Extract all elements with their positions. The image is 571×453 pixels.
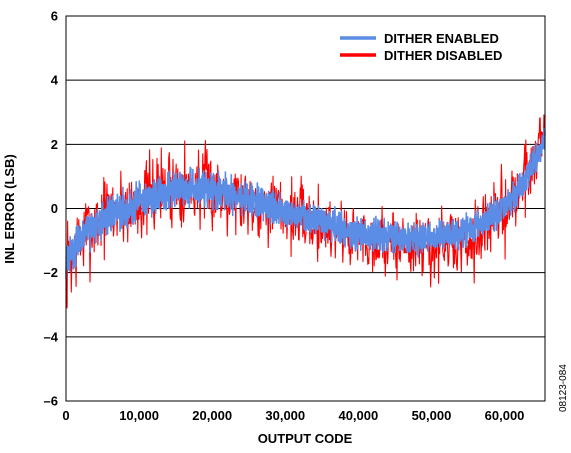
plot-series bbox=[65, 114, 546, 309]
y-tick-label: 6 bbox=[51, 9, 58, 24]
x-tick-label: 50,000 bbox=[412, 408, 452, 423]
y-tick-label: –4 bbox=[44, 329, 59, 344]
x-tick-label: 60,000 bbox=[485, 408, 525, 423]
y-axis-title: INL ERROR (LSB) bbox=[2, 154, 17, 264]
y-tick-label: –6 bbox=[44, 394, 58, 409]
y-tick-label: –2 bbox=[44, 265, 58, 280]
y-tick-labels: –6 –4 –2 0 2 4 6 bbox=[44, 9, 59, 409]
x-tick-label: 40,000 bbox=[338, 408, 378, 423]
series-line-dither-enabled bbox=[65, 127, 546, 279]
x-tick-labels: 0 10,000 20,000 30,000 40,000 50,000 60,000 bbox=[62, 408, 524, 423]
x-tick-label: 10,000 bbox=[119, 408, 159, 423]
x-tick-label: 0 bbox=[62, 408, 69, 423]
x-axis-title: OUTPUT CODE bbox=[258, 431, 353, 446]
y-tick-label: 2 bbox=[51, 137, 58, 152]
x-tick-label: 20,000 bbox=[192, 408, 232, 423]
figure-id: 08123-084 bbox=[558, 364, 569, 412]
legend-label-dither-disabled: DITHER DISABLED bbox=[384, 48, 502, 63]
y-tick-label: 0 bbox=[51, 201, 58, 216]
y-tick-label: 4 bbox=[51, 73, 59, 88]
plot-frame bbox=[65, 15, 546, 402]
legend-label-dither-enabled: DITHER ENABLED bbox=[384, 31, 499, 46]
x-tick-label: 30,000 bbox=[265, 408, 305, 423]
legend: DITHER ENABLED DITHER DISABLED bbox=[340, 31, 502, 63]
